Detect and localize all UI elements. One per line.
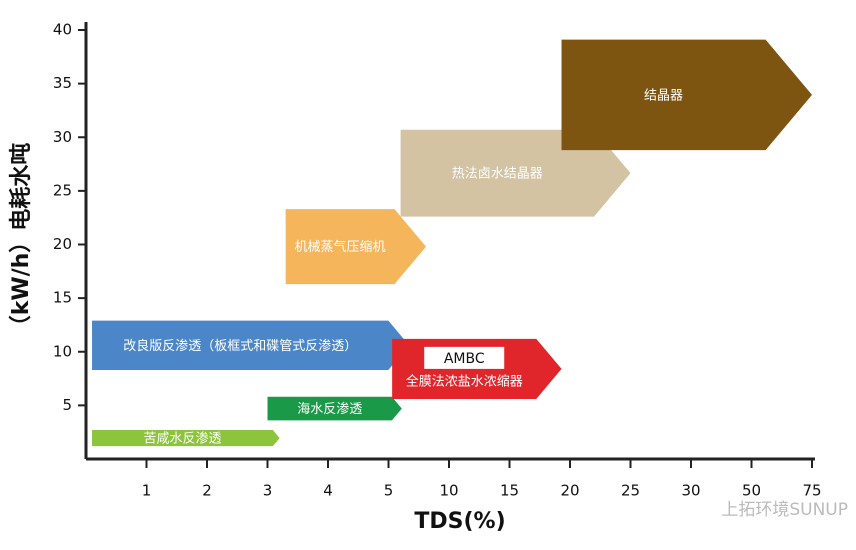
arrow-label: 海水反渗透 [297, 402, 362, 417]
tag-label: AMBC [444, 351, 485, 367]
x-tick-label: 4 [323, 482, 333, 500]
x-tick-label: 25 [621, 482, 640, 500]
y-tick-label: 5 [62, 396, 72, 414]
y-tick-label: 30 [53, 128, 72, 146]
y-tick-label: 15 [53, 289, 72, 307]
arrow-label: 改良版反渗透（板框式和碟管式反渗透） [123, 338, 357, 354]
x-tick-label: 20 [560, 482, 579, 500]
y-tick-label: 35 [53, 74, 72, 92]
x-tick-label: 75 [802, 482, 821, 500]
range-arrow [267, 396, 402, 421]
range-arrow [561, 39, 812, 151]
x-tick-label: 1 [142, 482, 152, 500]
y-tick-label: 20 [53, 235, 72, 253]
x-tick-label: 2 [202, 482, 212, 500]
range-arrow [285, 209, 427, 285]
arrow-label: 苦咸水反渗透 [143, 431, 221, 447]
arrow-label: 热法卤水结晶器 [452, 166, 543, 182]
x-tick-label: 5 [384, 482, 394, 500]
range-arrow [92, 430, 280, 447]
range-arrow [400, 129, 631, 217]
x-tick-label: 10 [439, 482, 458, 500]
tag-box [424, 346, 505, 369]
x-tick-label: 3 [263, 482, 273, 500]
arrow-label: 结晶器 [644, 88, 683, 103]
y-tick-label: 40 [53, 21, 72, 39]
x-axis-label: TDS(%) [414, 509, 505, 534]
range-arrow [92, 320, 410, 370]
y-tick-label: 25 [53, 181, 72, 199]
x-tick-label: 15 [500, 482, 519, 500]
x-tick-label: 50 [742, 482, 761, 500]
arrow-label: 全膜法浓盐水浓缩器 [406, 373, 523, 389]
watermark: 上拓环境SUNUP [721, 500, 848, 520]
x-tick-label: 30 [681, 482, 700, 500]
y-axis-label: （kW/h）电耗水吨 [8, 143, 34, 338]
y-tick-label: 10 [53, 342, 72, 360]
arrow-label: 机械蒸气压缩机 [295, 239, 386, 255]
